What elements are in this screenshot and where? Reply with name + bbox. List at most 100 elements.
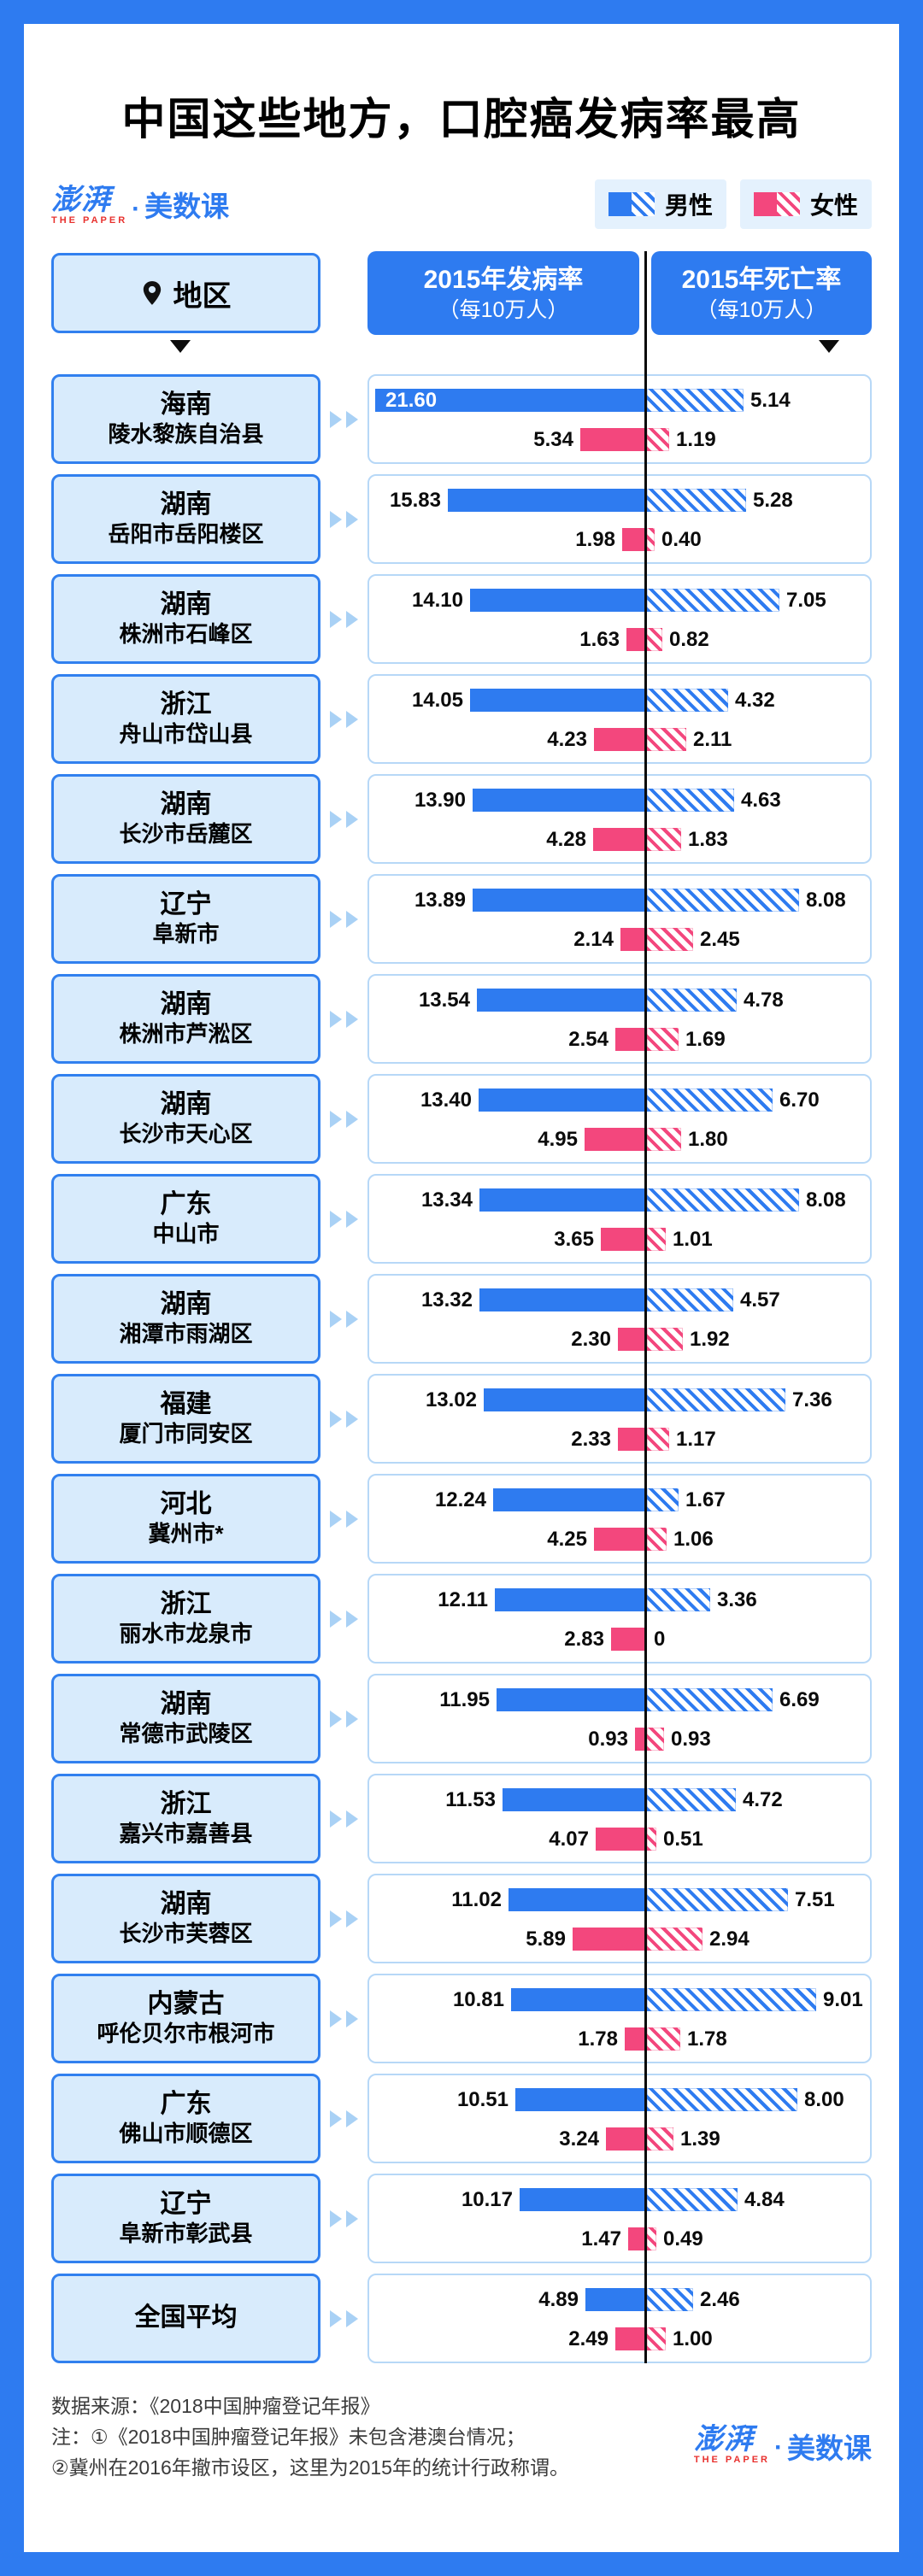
bar-female-mortality	[647, 428, 669, 451]
region-cell: 广东 中山市	[51, 1174, 320, 1264]
table-row: 浙江 嘉兴市嘉善县 11.53 4.72 4.07 0.51	[51, 1774, 872, 1863]
city-label: 佛山市顺德区	[119, 2121, 253, 2147]
bars-cell: 13.34 8.08 3.65 1.01	[367, 1174, 872, 1264]
bar-male-mortality	[647, 789, 734, 812]
table-row: 内蒙古 呼伦贝尔市根河市 10.81 9.01 1.78 1.78	[51, 1974, 872, 2063]
bars-cell: 4.89 2.46 2.49 1.00	[367, 2274, 872, 2363]
bar-female-incidence	[580, 428, 647, 451]
value-male-incidence: 10.51	[456, 2088, 509, 2111]
table-row: 湖南 长沙市岳麓区 13.90 4.63 4.28 1.83	[51, 774, 872, 864]
region-cell: 湖南 岳阳市岳阳楼区	[51, 474, 320, 564]
value-male-incidence: 13.90	[414, 789, 466, 812]
chevron-right-icon	[330, 910, 342, 928]
table-row: 湖南 湘潭市雨湖区 13.32 4.57 2.30 1.92	[51, 1274, 872, 1364]
bar-male-mortality	[647, 689, 728, 712]
bar-female-incidence	[620, 928, 647, 951]
bar-female-incidence	[618, 1428, 647, 1451]
bar-male-mortality	[647, 489, 746, 512]
value-female-mortality: 1.19	[676, 428, 716, 451]
bar-male-incidence	[470, 589, 647, 612]
value-female-incidence: 2.33	[571, 1428, 611, 1451]
table-row: 湖南 常德市武陵区 11.95 6.69 0.93 0.93	[51, 1674, 872, 1763]
table-row: 湖南 长沙市天心区 13.40 6.70 4.95 1.80	[51, 1074, 872, 1164]
value-female-mortality: 1.92	[690, 1328, 730, 1351]
bar-female-incidence	[618, 1328, 647, 1351]
bar-female-mortality	[647, 1528, 667, 1551]
value-female-incidence: 0.93	[588, 1728, 628, 1751]
value-female-mortality: 0.82	[669, 628, 709, 651]
value-male-incidence: 14.05	[411, 689, 463, 712]
bar-female-mortality	[647, 1228, 666, 1251]
triangle-down-icon	[819, 340, 839, 353]
bar-male-incidence	[375, 389, 647, 412]
value-female-incidence: 4.25	[547, 1528, 587, 1551]
value-male-mortality: 3.36	[717, 1588, 757, 1611]
bar-male-incidence	[495, 1588, 647, 1611]
value-male-mortality: 8.08	[806, 1188, 846, 1212]
city-label: 舟山市岱山县	[119, 721, 253, 748]
region-cell: 湖南 株洲市芦淞区	[51, 974, 320, 1064]
value-male-incidence: 13.89	[414, 889, 466, 912]
bars-cell: 11.53 4.72 4.07 0.51	[367, 1774, 872, 1863]
bar-female-incidence	[626, 628, 647, 651]
value-male-incidence: 10.17	[461, 2188, 513, 2211]
bar-female-incidence	[611, 1628, 647, 1651]
value-male-mortality: 5.14	[750, 389, 791, 412]
city-label: 阜新市	[152, 921, 220, 948]
page-title: 中国这些地方，口腔癌发病率最高	[121, 95, 802, 144]
bar-male-mortality	[647, 2288, 693, 2311]
province-label: 广东	[160, 2089, 212, 2118]
bar-male-incidence	[497, 1688, 647, 1711]
bar-female-incidence	[625, 2027, 647, 2051]
value-male-mortality: 7.51	[795, 1888, 835, 1911]
brand-logo: 澎湃 THE PAPER · 美数课	[51, 184, 229, 226]
bars-cell: 13.32 4.57 2.30 1.92	[367, 1274, 872, 1364]
bar-female-mortality	[647, 2027, 680, 2051]
brand-name-cn: 澎湃	[51, 183, 111, 216]
city-label: 中山市	[152, 1221, 220, 1247]
legend: 男性 女性	[594, 179, 872, 229]
city-label: 长沙市岳麓区	[119, 821, 253, 848]
region-cell: 广东 佛山市顺德区	[51, 2074, 320, 2163]
region-cell: 辽宁 阜新市彰武县	[51, 2174, 320, 2263]
arrow-icons	[320, 2010, 367, 2027]
footer-note-2: ②冀州在2016年撤市设区，这里为2015年的统计行政称谓。	[51, 2456, 569, 2479]
bar-male-incidence	[477, 989, 647, 1012]
province-label: 河北	[160, 1489, 212, 1518]
brand-suffix: 美数课	[144, 190, 230, 222]
chevron-right-icon	[346, 1110, 358, 1128]
bar-female-mortality	[647, 628, 662, 651]
arrow-icons	[320, 1910, 367, 1928]
triangle-down-icon	[170, 340, 191, 353]
bar-male-mortality	[647, 1388, 785, 1411]
value-female-mortality: 1.01	[673, 1228, 713, 1251]
value-female-incidence: 4.95	[538, 1128, 578, 1151]
city-label: 嘉兴市嘉善县	[119, 1821, 253, 1847]
bar-female-mortality	[647, 2327, 666, 2350]
value-male-mortality: 7.36	[792, 1388, 832, 1411]
bar-male-incidence	[470, 689, 647, 712]
chevron-right-icon	[346, 1310, 358, 1328]
region-header: 地区	[51, 253, 320, 333]
bar-female-incidence	[622, 528, 647, 551]
bar-female-incidence	[601, 1228, 647, 1251]
value-male-incidence: 10.81	[452, 1988, 504, 2011]
value-female-mortality: 0	[654, 1628, 666, 1651]
table-row: 全国平均 4.89 2.46 2.49 1.00	[51, 2274, 872, 2363]
value-female-mortality: 1.78	[687, 2027, 727, 2051]
chevron-right-icon	[346, 2309, 358, 2327]
province-label: 湖南	[160, 490, 212, 519]
table-row: 河北 冀州市* 12.24 1.67 4.25 1.06	[51, 1474, 872, 1564]
bar-female-mortality	[647, 1128, 681, 1151]
bar-male-mortality	[647, 389, 744, 412]
region-cell: 辽宁 阜新市	[51, 874, 320, 964]
chevron-right-icon	[330, 2209, 342, 2227]
chart: 地区 2015年发病率 （每10万人） 2015年死亡率 （每10万人） 海南陵…	[51, 251, 872, 2363]
province-label: 湖南	[160, 1689, 212, 1718]
bar-male-incidence	[515, 2088, 647, 2111]
location-pin-icon	[143, 281, 161, 305]
value-male-mortality: 4.57	[740, 1288, 780, 1311]
value-female-incidence: 2.49	[568, 2327, 608, 2350]
value-female-mortality: 1.69	[685, 1028, 726, 1051]
bar-female-mortality	[647, 828, 681, 851]
